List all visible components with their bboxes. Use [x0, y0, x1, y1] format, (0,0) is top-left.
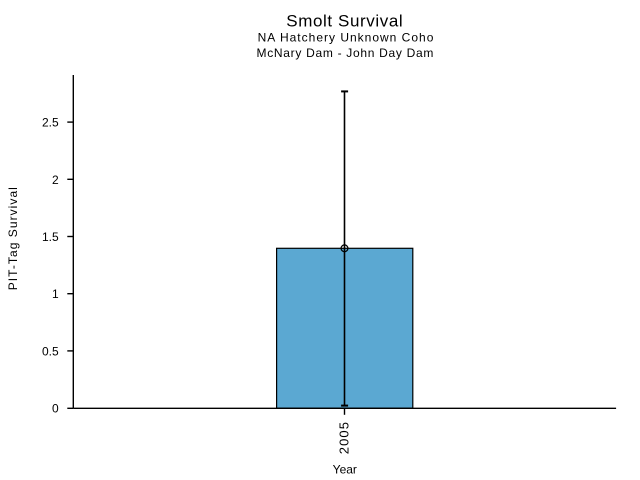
svg-text:Year: Year [333, 463, 357, 477]
svg-text:0: 0 [52, 402, 59, 416]
svg-text:2.5: 2.5 [42, 116, 59, 130]
svg-text:2: 2 [52, 173, 59, 187]
svg-text:Smolt Survival: Smolt Survival [286, 12, 403, 31]
svg-text:NA Hatchery Unknown Coho: NA Hatchery Unknown Coho [258, 30, 435, 44]
svg-text:0.5: 0.5 [42, 344, 59, 358]
svg-text:1.5: 1.5 [42, 230, 59, 244]
svg-text:2005: 2005 [336, 421, 351, 454]
svg-text:1: 1 [52, 287, 59, 301]
svg-text:McNary Dam - John Day Dam: McNary Dam - John Day Dam [257, 46, 435, 60]
svg-text:PIT-Tag Survival: PIT-Tag Survival [6, 186, 20, 290]
